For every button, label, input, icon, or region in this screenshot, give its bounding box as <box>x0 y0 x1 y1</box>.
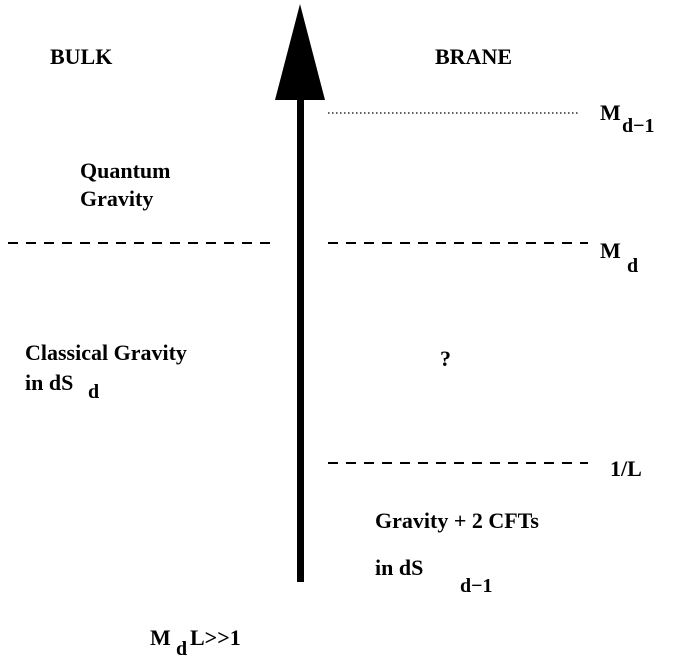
condition-subscript: d <box>176 638 187 660</box>
region-text: Classical Gravity <box>25 340 187 365</box>
condition-suffix: L>>1 <box>190 625 241 650</box>
region-subscript: d−1 <box>460 575 493 597</box>
scale-subscript: d−1 <box>622 115 655 137</box>
region-subscript: d <box>88 381 99 403</box>
scale-subscript: d <box>627 255 638 277</box>
region-text: Gravity + 2 CFTs <box>375 508 539 533</box>
condition-label: M <box>150 625 171 650</box>
scale-label: M <box>600 100 621 125</box>
scale-label: M <box>600 238 621 263</box>
arrow-head <box>275 4 325 100</box>
region-text: Quantum <box>80 158 170 183</box>
arrow-shaft <box>297 90 304 582</box>
region-text: in dS <box>375 555 423 580</box>
region-text: in dS <box>25 370 73 395</box>
right-header: BRANE <box>435 44 512 69</box>
left-header: BULK <box>50 44 112 69</box>
region-text: Gravity <box>80 186 153 211</box>
scale-label: 1/L <box>610 456 642 481</box>
region-text: ? <box>440 346 451 371</box>
